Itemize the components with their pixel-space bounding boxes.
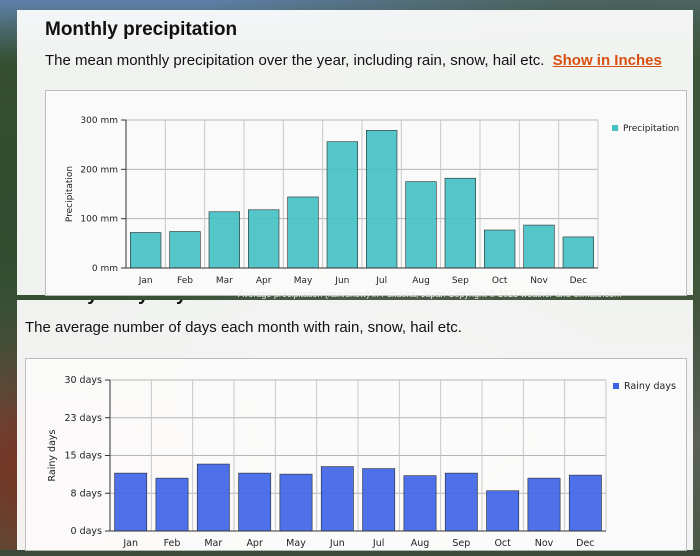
x-tick-label: May [286,538,306,549]
bar-apr [248,209,280,269]
rainy-days-title: Monthly rainy days [25,300,197,306]
bar-dec [568,474,602,532]
bar-jan [114,472,148,532]
x-tick-label: Feb [177,276,193,286]
bar-may [287,196,319,269]
y-axis-label: Rainy days [47,429,58,481]
rainy-days-section: Monthly rainy days The average number of… [17,300,693,551]
bar-jun [326,141,358,269]
bar-aug [405,181,437,269]
precipitation-description-text: The mean monthly precipitation over the … [45,52,545,69]
x-tick-label: Jul [375,276,387,286]
x-tick-label: Jan [122,538,138,549]
x-tick-label: May [294,276,313,286]
y-tick-label: 100 mm [80,215,118,225]
bar-oct [486,490,520,532]
y-tick-label: 23 days [64,413,102,424]
x-tick-label: Apr [246,538,263,549]
legend-swatch [612,125,618,131]
x-tick-label: Nov [535,538,554,549]
x-tick-label: Nov [530,276,548,286]
bar-sep [444,472,478,532]
x-tick-label: Sep [452,276,469,286]
bar-feb [169,231,201,269]
bar-nov [523,224,555,269]
x-tick-label: Aug [411,538,430,549]
y-tick-label: 0 days [71,526,103,537]
precipitation-title: Monthly precipitation [45,19,238,40]
bar-sep [444,177,476,269]
x-tick-label: Jan [138,276,153,286]
chart-source-caption: Average precipitation (rain/snow) in Fuk… [238,289,622,299]
rainy-days-chart-box: 0 days 8 days 15 days 23 days 30 days Jan Feb M… [25,358,687,551]
bar-apr [238,472,272,532]
bar-aug [403,475,437,532]
y-tick-label: 30 days [64,375,102,386]
legend-label: Rainy days [624,381,676,392]
x-tick-label: Apr [256,276,272,286]
x-tick-label: Aug [412,276,430,286]
y-tick-label: 8 days [71,488,103,499]
legend-swatch [613,383,619,389]
x-tick-label: Dec [570,276,587,286]
x-tick-label: Mar [204,538,222,549]
y-tick-label: 0 mm [92,264,118,274]
rainy-days-description: The average number of days each month wi… [25,319,462,336]
precipitation-chart-box: 0 mm 100 mm 200 mm 300 mm Jan Feb Mar Apr May Jun… [45,90,687,296]
y-axis-label: Precipitation [65,166,75,222]
bar-jun [320,466,354,532]
bar-may [279,473,313,532]
precipitation-description: The mean monthly precipitation over the … [45,52,662,69]
bar-mar [196,463,230,532]
x-tick-label: Jun [334,276,349,286]
bar-nov [527,477,561,532]
bar-dec [562,236,594,269]
bar-jul [362,468,396,532]
x-tick-label: Feb [164,538,181,549]
x-tick-label: Mar [216,276,233,286]
bar-oct [484,229,516,269]
rainy-days-chart: 0 days 8 days 15 days 23 days 30 days Jan Feb M… [47,375,676,549]
show-in-inches-link[interactable]: Show in Inches [552,52,662,69]
bar-mar [208,211,240,269]
y-tick-label: 15 days [64,451,102,462]
x-tick-label: Oct [494,538,511,549]
y-tick-label: 300 mm [80,116,118,126]
bar-feb [155,477,189,532]
legend-label: Precipitation [623,124,679,134]
x-tick-label: Oct [492,276,508,286]
precipitation-section: Monthly precipitation The mean monthly p… [17,10,693,296]
bar-jul [366,130,398,269]
x-tick-label: Jun [329,538,345,549]
bar-jan [130,232,162,269]
y-tick-label: 200 mm [80,165,118,175]
x-tick-label: Jul [372,538,384,549]
x-tick-label: Dec [576,538,594,549]
precipitation-chart: 0 mm 100 mm 200 mm 300 mm Jan Feb Mar Apr May Jun… [65,116,679,286]
x-tick-label: Sep [452,538,470,549]
